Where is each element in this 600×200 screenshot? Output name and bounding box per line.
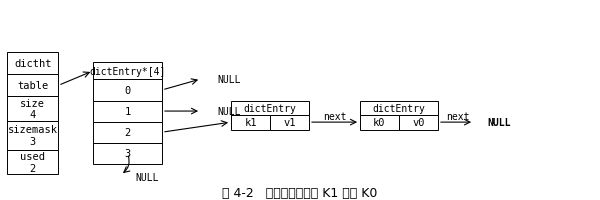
FancyBboxPatch shape [7, 150, 58, 174]
FancyBboxPatch shape [231, 115, 270, 130]
FancyBboxPatch shape [7, 97, 58, 121]
FancyBboxPatch shape [360, 101, 438, 115]
Text: 0: 0 [124, 86, 131, 95]
Text: used
2: used 2 [20, 151, 45, 173]
Text: v0: v0 [412, 118, 425, 127]
Text: table: table [17, 81, 49, 91]
FancyBboxPatch shape [7, 121, 58, 150]
Text: 图 4-2   连接在一起的键 K1 和键 K0: 图 4-2 连接在一起的键 K1 和键 K0 [223, 187, 377, 199]
FancyBboxPatch shape [360, 115, 399, 130]
Text: k1: k1 [244, 118, 257, 127]
Text: NULL: NULL [217, 107, 241, 116]
Text: dictEntry: dictEntry [373, 103, 425, 113]
FancyBboxPatch shape [93, 80, 162, 101]
FancyBboxPatch shape [399, 115, 438, 130]
FancyBboxPatch shape [93, 122, 162, 143]
Text: sizemask
3: sizemask 3 [8, 125, 58, 146]
Text: v1: v1 [283, 118, 296, 127]
Text: NULL: NULL [136, 172, 159, 182]
Text: NULL: NULL [488, 118, 511, 127]
FancyBboxPatch shape [7, 53, 58, 75]
FancyBboxPatch shape [93, 101, 162, 122]
Text: dictEntry: dictEntry [244, 103, 296, 113]
Text: 2: 2 [124, 128, 131, 137]
Text: next: next [446, 112, 469, 121]
Text: NULL: NULL [217, 75, 241, 84]
Text: 3: 3 [124, 149, 131, 158]
FancyBboxPatch shape [93, 63, 162, 80]
Text: k0: k0 [373, 118, 386, 127]
FancyBboxPatch shape [270, 115, 309, 130]
Text: dictht: dictht [14, 59, 52, 69]
FancyBboxPatch shape [7, 75, 58, 97]
Text: dictEntry*[4]: dictEntry*[4] [89, 67, 166, 76]
Text: size
4: size 4 [20, 98, 45, 120]
Text: next: next [323, 112, 346, 121]
FancyBboxPatch shape [231, 101, 309, 115]
Text: 1: 1 [124, 107, 131, 116]
FancyBboxPatch shape [93, 143, 162, 164]
